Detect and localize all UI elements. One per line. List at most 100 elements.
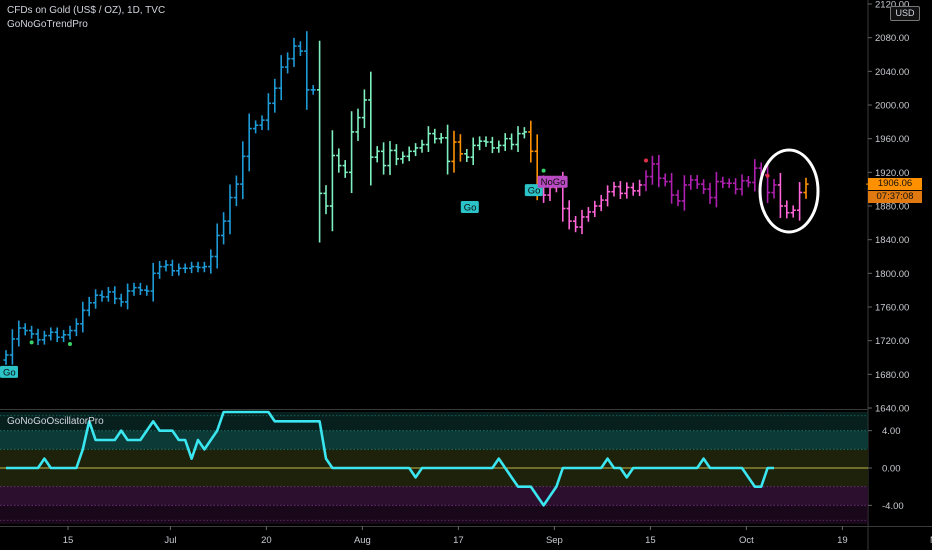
ohlc-bar (733, 178, 739, 195)
ohlc-bar (425, 126, 431, 153)
ohlc-bar (304, 31, 310, 110)
ohlc-bar (182, 263, 188, 274)
time-tick-label: Aug (354, 535, 371, 546)
time-tick-label: Oct (739, 535, 754, 546)
ohlc-bar (9, 329, 15, 365)
ohlc-bar (432, 128, 438, 144)
time-tick-label: 19 (837, 535, 848, 546)
signal-go-label: Go (460, 200, 479, 213)
ohlc-bar (496, 140, 502, 153)
ohlc-bar (349, 111, 355, 194)
ohlc-bar (649, 155, 655, 185)
ohlc-bar (195, 261, 201, 273)
ohlc-bar (662, 173, 668, 187)
ohlc-bar (374, 146, 380, 163)
ohlc-bar (489, 136, 495, 154)
indicator-name[interactable]: GoNoGoTrendPro (7, 19, 88, 30)
ohlc-bar (400, 151, 406, 164)
ohlc-bar (419, 139, 425, 153)
ohlc-bar (93, 289, 99, 309)
ohlc-bar (656, 154, 662, 188)
ohlc-bar (201, 261, 207, 273)
ohlc-bar (617, 181, 623, 199)
oscillator-tick-label: -4.00 (882, 501, 904, 512)
ohlc-bar (413, 143, 419, 157)
ohlc-bar (80, 301, 86, 333)
ohlc-bar (35, 328, 41, 346)
last-price-badge: 1906.06 (868, 178, 922, 191)
ohlc-bar (637, 179, 643, 197)
ohlc-bar (477, 136, 483, 151)
annotations (758, 148, 820, 451)
ohlc-bar (739, 174, 745, 196)
ohlc-bar (99, 290, 105, 302)
ohlc-bar (445, 124, 451, 175)
time-axis[interactable]: 15Jul20Aug17Sep15Oct19Nov16 (63, 526, 932, 546)
ohlc-bar (67, 325, 73, 340)
ohlc-bar (393, 144, 399, 166)
ohlc-bar (605, 185, 611, 207)
price-tick-label: 1880.00 (875, 202, 909, 213)
ohlc-bar (688, 175, 694, 190)
ohlc-bar (624, 182, 630, 199)
ohlc-bar (144, 285, 150, 296)
ohlc-bar (707, 182, 713, 204)
price-axis[interactable]: 1640.00 1680.00 1720.00 1760.00 1800.00 1840.… (866, 0, 909, 512)
ohlc-bar (112, 286, 118, 305)
ohlc-bar (745, 175, 751, 188)
trend-dot (68, 342, 72, 347)
ohlc-bar (86, 296, 92, 317)
ohlc-bar (41, 330, 47, 345)
ohlc-bar (265, 93, 271, 131)
ohlc-bar (272, 78, 278, 113)
ohlc-bar (118, 293, 124, 307)
ohlc-bar (137, 282, 143, 295)
ohlc-bar (323, 185, 329, 215)
ohlc-bar (368, 71, 374, 186)
ohlc-bar (54, 327, 60, 343)
price-tick-label: 2120.00 (875, 0, 909, 11)
ohlc-bar (278, 55, 284, 101)
ohlc-bar (765, 164, 771, 204)
ohlc-bar (16, 320, 22, 347)
price-tick-label: 2040.00 (875, 67, 909, 78)
trend-dot (541, 168, 546, 173)
ohlc-bar (176, 263, 182, 276)
ohlc-bar (285, 52, 291, 74)
oscillator-tick-label: 0.00 (882, 464, 901, 475)
oscillator-title[interactable]: GoNoGoOscillatorPro (7, 416, 104, 427)
ohlc-bar (208, 249, 214, 274)
ohlc-bar (163, 260, 169, 272)
ohlc-bar (150, 262, 156, 302)
ohlc-bar (297, 41, 303, 56)
ohlc-bar (157, 261, 163, 279)
ohlc-bar (771, 179, 777, 199)
price-tick-label: 2000.00 (875, 101, 909, 112)
ohlc-bar (585, 207, 591, 222)
ohlc-bar (669, 173, 675, 204)
ohlc-bar (214, 223, 220, 269)
price-tick-label: 1640.00 (875, 404, 909, 415)
time-tick-label: Nov (930, 535, 932, 546)
ohlc-bar (502, 133, 508, 151)
price-tick-label: 1760.00 (875, 303, 909, 314)
ohlc-bar (73, 318, 79, 337)
ohlc-bar (355, 108, 361, 141)
ohlc-bar (22, 323, 28, 336)
svg-text:Go: Go (3, 367, 16, 378)
ohlc-bar (790, 205, 796, 218)
price-tick-label: 1720.00 (875, 336, 909, 347)
price-tick-label: 2080.00 (875, 33, 909, 44)
ohlc-bar (169, 259, 175, 276)
time-tick-label: 15 (63, 535, 74, 546)
signal-nogo-label: NoGo (537, 175, 568, 188)
price-tick-label: 1800.00 (875, 269, 909, 280)
currency-button[interactable]: USD (890, 6, 920, 21)
time-tick-label: Jul (164, 535, 176, 546)
ohlc-bar (803, 177, 809, 199)
time-tick-label: 20 (261, 535, 272, 546)
ohlc-bar (515, 126, 521, 153)
ohlc-bar (752, 159, 758, 192)
ohlc-bar (406, 146, 412, 162)
